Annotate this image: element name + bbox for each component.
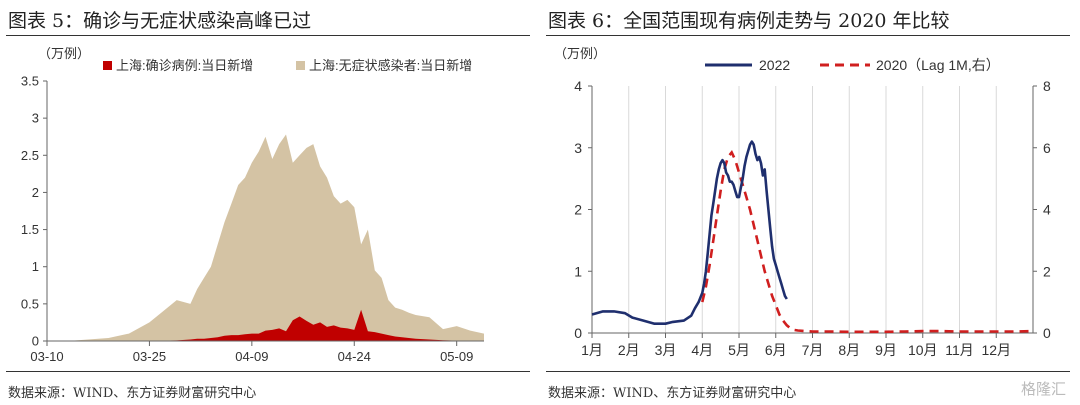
legend-swatch-asymptomatic [296,61,305,70]
right-chart-title: 图表 6：全国范围现有病例走势与 2020 年比较 [548,10,950,32]
right-left-y-tick-label: 3 [574,140,582,156]
left-chart-title: 图表 5：确诊与无症状感染高峰已过 [8,10,312,32]
right-x-tick-label: 5月 [728,342,750,358]
left-x-tick-label: 05-09 [440,349,473,364]
legend-label-confirmed: 上海:确诊病例:当日新增 [116,58,253,73]
area-confirmed [47,309,484,341]
right-x-tick-label: 9月 [875,342,897,358]
right-x-tick-label: 6月 [765,342,787,358]
right-title-rule [546,35,1070,36]
legend-label-2020: 2020（Lag 1M,右） [876,57,1000,73]
legend-swatch-confirmed [103,61,112,70]
left-x-tick-label: 04-24 [338,349,371,364]
line-2022 [591,140,788,325]
left-chart-panel: 图表 5：确诊与无症状感染高峰已过 （万例） 上海:确诊病例:当日新增 上海:无症状… [6,10,530,401]
right-line-chart: （万例） 2022 2020（Lag 1M,右） 0 1 2 3 4 0 2 4 6 8 1月 2月 3月 4月… [554,46,1051,358]
left-y-tick-label: 1 [32,259,39,274]
right-x-tick-label: 8月 [838,342,860,358]
left-y-tick-label: 0 [32,334,39,349]
right-right-y-tick-label: 0 [1043,325,1051,341]
right-x-tick-label: 3月 [655,342,677,358]
watermark-logo: 格隆汇 [1020,380,1066,398]
left-bottom-rule [6,371,530,372]
legend-label-2022: 2022 [759,57,790,73]
left-y-tick-label: 3.5 [21,74,39,89]
right-right-y-tick-label: 6 [1043,140,1051,156]
left-source-note: 数据来源：WIND、东方证券财富研究中心 [8,386,257,401]
right-right-y-tick-label: 2 [1043,263,1051,279]
left-x-tick-label: 03-10 [30,349,63,364]
right-source-note: 数据来源：WIND、东方证券财富研究中心 [548,386,797,401]
left-y-tick-label: 3 [32,111,39,126]
left-unit-label: （万例） [38,46,90,61]
right-x-tick-label: 11月 [945,342,974,358]
right-left-y-tick-label: 0 [574,325,582,341]
right-unit-label: （万例） [554,46,606,61]
right-x-tick-label: 7月 [802,342,824,358]
left-y-tick-label: 0.5 [21,296,39,311]
right-x-tick-label: 4月 [691,342,713,358]
area-asymptomatic [47,134,484,341]
left-x-tick-label: 03-25 [133,349,166,364]
right-x-tick-label: 12月 [981,342,1011,358]
right-x-tick-label: 2月 [618,342,640,358]
right-right-y-tick-label: 8 [1043,78,1051,94]
left-y-tick-label: 2 [32,185,39,200]
right-left-y-tick-label: 4 [574,78,582,94]
left-x-tick-label: 04-09 [235,349,268,364]
right-left-y-tick-label: 1 [574,263,582,279]
right-chart-panel: 图表 6：全国范围现有病例走势与 2020 年比较 （万例） 2022 2020（L… [540,0,1080,405]
right-x-tick-label: 1月 [581,342,603,358]
right-x-tick-label: 10月 [908,342,938,358]
right-right-y-tick-label: 4 [1043,202,1051,218]
left-y-tick-label: 2.5 [21,148,39,163]
line-2020-lag [701,149,1034,334]
legend-label-asymptomatic: 上海:无症状感染者:当日新增 [309,58,472,73]
right-left-y-tick-label: 2 [574,202,582,218]
left-area-chart: （万例） 上海:确诊病例:当日新增 上海:无症状感染者:当日新增 0 0.5 1 1.5 2 2… [21,46,484,364]
right-bottom-rule [546,371,1070,372]
left-title-rule [6,35,530,36]
left-y-tick-label: 1.5 [21,222,39,237]
